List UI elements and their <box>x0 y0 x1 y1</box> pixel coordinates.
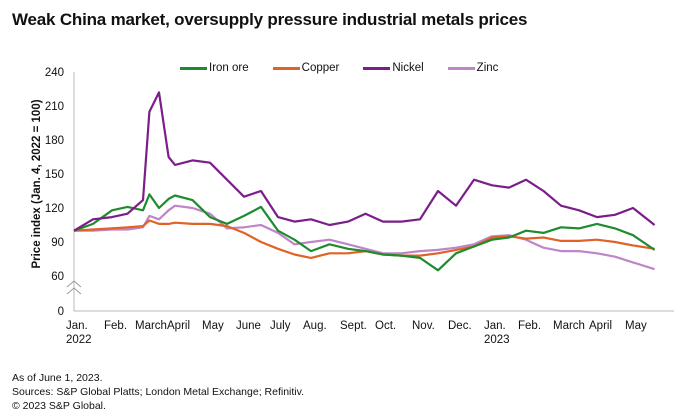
y-tick-label: 210 <box>45 101 64 113</box>
axis-break-mark <box>66 280 82 288</box>
x-tick-label: April <box>167 320 190 332</box>
x-tick-year-label: 2022 <box>66 334 92 346</box>
y-tick-label: 90 <box>51 237 64 249</box>
x-tick-label: March <box>553 320 585 332</box>
y-tick-label: 240 <box>45 67 64 79</box>
x-tick-label: Dec. <box>448 320 472 332</box>
copyright-note: © 2023 S&P Global. <box>12 400 106 412</box>
x-tick-label: June <box>236 320 261 332</box>
x-tick-label: Jan. <box>484 320 506 332</box>
chart-footer: As of June 1, 2023. Sources: S&P Global … <box>12 371 304 413</box>
chart-title: Weak China market, oversupply pressure i… <box>12 10 528 29</box>
legend-swatch-copper <box>272 66 300 70</box>
chart-legend: Iron ore Copper Nickel Zinc <box>180 62 498 74</box>
x-tick-label: Feb. <box>518 320 541 332</box>
legend-item-nickel: Nickel <box>363 62 424 74</box>
y-tick-label: 150 <box>45 169 64 181</box>
as-of-note: As of June 1, 2023. <box>12 372 103 384</box>
x-tick-label: March <box>135 320 167 332</box>
legend-label-iron-ore: Iron ore <box>209 62 249 74</box>
legend-item-zinc: Zinc <box>447 62 499 74</box>
series-line-iron-ore <box>73 193 656 272</box>
legend-swatch-iron-ore <box>180 66 207 70</box>
series-line-nickel <box>73 91 656 232</box>
x-tick-label: May <box>202 320 224 332</box>
x-tick-label: Aug. <box>303 320 327 332</box>
sources-note: Sources: S&P Global Platts; London Metal… <box>12 386 305 398</box>
legend-swatch-zinc <box>447 66 475 70</box>
legend-label-nickel: Nickel <box>392 62 424 74</box>
y-tick-label: 0 <box>58 306 64 318</box>
x-tick-label: May <box>625 320 647 332</box>
legend-label-copper: Copper <box>301 62 340 74</box>
x-tick-label: Jan. <box>66 320 88 332</box>
legend-swatch-nickel <box>363 66 391 70</box>
x-tick-year-label: 2023 <box>484 334 510 346</box>
legend-item-iron-ore: Iron ore <box>180 62 249 74</box>
axis-break-mark <box>66 287 82 295</box>
series-line-zinc <box>74 204 655 271</box>
y-tick-label: 60 <box>51 271 64 283</box>
x-tick-label: July <box>270 320 291 332</box>
x-tick-label: April <box>589 320 612 332</box>
series-line-copper <box>73 219 655 259</box>
y-tick-label: 180 <box>45 135 64 147</box>
legend-item-copper: Copper <box>272 62 340 74</box>
x-tick-label: Sept. <box>340 320 367 332</box>
legend-label-zinc: Zinc <box>476 62 499 74</box>
x-tick-label: Feb. <box>104 320 127 332</box>
y-tick-label: 120 <box>45 203 64 215</box>
x-tick-label: Nov. <box>412 320 435 332</box>
x-tick-label: Oct. <box>375 320 396 332</box>
